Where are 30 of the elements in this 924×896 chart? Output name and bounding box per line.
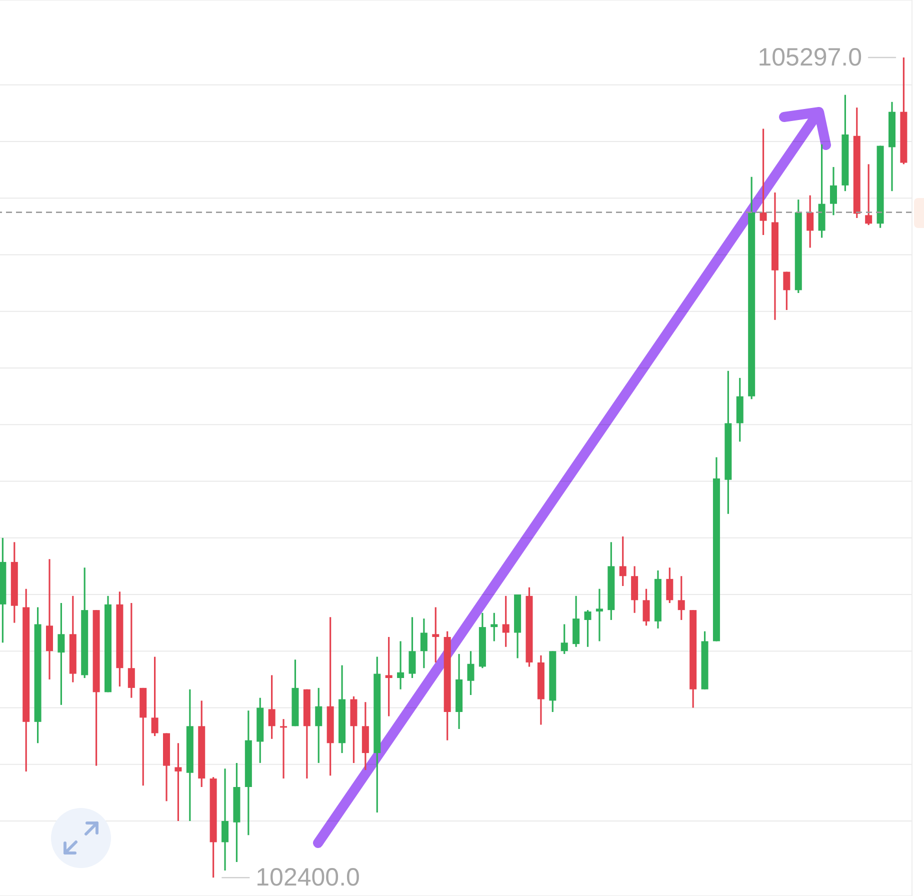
- candlestick: [420, 618, 428, 669]
- candlestick: [408, 616, 416, 679]
- candlestick: [397, 640, 404, 690]
- candlestick: [432, 606, 440, 664]
- candlestick: [268, 674, 276, 740]
- candlestick: [385, 636, 392, 718]
- candlestick: [783, 270, 790, 311]
- annotation: 102400.0: [256, 864, 360, 892]
- candlestick: [222, 768, 229, 872]
- candlestick: [502, 595, 510, 648]
- candlestick: [666, 566, 674, 604]
- candlestick: [830, 166, 837, 216]
- candlestick: [596, 588, 603, 642]
- candlestick: [128, 602, 135, 699]
- candlestick: [315, 687, 322, 764]
- candlestick: [760, 128, 767, 236]
- candlestick: [467, 650, 474, 696]
- candlestick: [174, 742, 182, 822]
- candlestick: [280, 718, 288, 780]
- candlestick: [560, 623, 568, 655]
- candlestick: [678, 575, 685, 621]
- candlestick: [806, 194, 814, 249]
- candlestick: [490, 612, 498, 642]
- candlestick: [151, 656, 158, 737]
- candlestick: [642, 588, 650, 626]
- candlestick: [584, 609, 592, 648]
- candlestick: [58, 602, 65, 706]
- candlestick: [619, 536, 626, 587]
- annotation: 105297.0: [758, 43, 862, 72]
- candlestick: [865, 163, 872, 226]
